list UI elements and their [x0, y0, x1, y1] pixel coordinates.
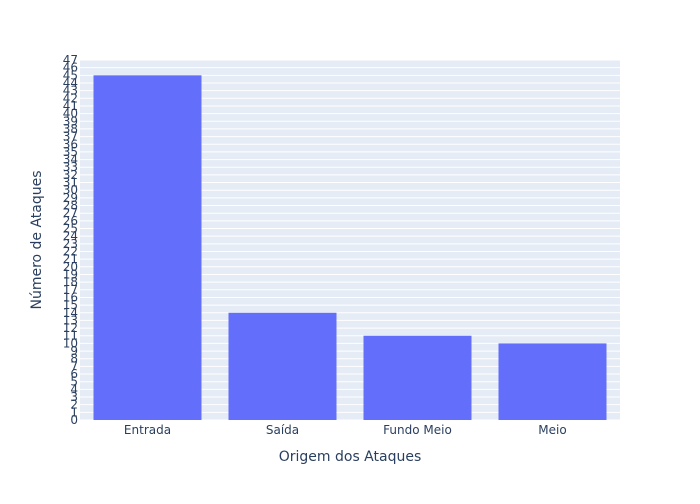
- y-tick-label: 18: [63, 275, 78, 289]
- y-tick-label: 38: [63, 122, 78, 136]
- y-tick-label: 30: [63, 183, 78, 197]
- y-tick-label: 13: [63, 313, 78, 327]
- y-tick-label: 5: [70, 375, 78, 389]
- y-tick-label: 21: [63, 252, 78, 266]
- y-tick-label: 8: [70, 352, 78, 366]
- y-tick-label: 22: [63, 244, 78, 258]
- y-tick-label: 45: [63, 68, 78, 82]
- y-tick-label: 11: [63, 329, 78, 343]
- y-tick-label: 10: [63, 336, 78, 350]
- y-tick-label: 23: [63, 237, 78, 251]
- y-tick-label: 46: [63, 61, 78, 75]
- y-tick-label: 3: [70, 390, 78, 404]
- y-tick-label: 15: [63, 298, 78, 312]
- y-tick-label: 7: [70, 359, 78, 373]
- y-tick-label: 14: [63, 306, 78, 320]
- y-tick-label: 47: [63, 53, 78, 67]
- y-tick-label: 32: [63, 168, 78, 182]
- x-axis-title: Origem dos Ataques: [279, 449, 422, 465]
- y-tick-label: 17: [63, 283, 78, 297]
- y-tick-label: 25: [63, 222, 78, 236]
- x-tick-label: Entrada: [124, 423, 171, 437]
- bar-fundo-meio[interactable]: [363, 335, 472, 420]
- y-axis-title: Número de Ataques: [29, 170, 45, 309]
- x-tick-label: Saída: [266, 423, 299, 437]
- y-tick-label: 27: [63, 206, 78, 220]
- bar-meio[interactable]: [498, 343, 607, 420]
- y-tick-label: 24: [63, 229, 78, 243]
- y-tick-label: 37: [63, 130, 78, 144]
- y-tick-label: 2: [70, 398, 78, 412]
- y-tick-label: 0: [70, 413, 78, 427]
- y-tick-label: 33: [63, 160, 78, 174]
- y-tick-label: 1: [70, 405, 78, 419]
- y-tick-label: 4: [70, 382, 78, 396]
- bar-saída[interactable]: [228, 312, 337, 420]
- y-tick-label: 34: [63, 153, 78, 167]
- y-tick-label: 20: [63, 260, 78, 274]
- y-tick-label: 9: [70, 344, 78, 358]
- x-tick-label: Meio: [538, 423, 566, 437]
- y-tick-label: 31: [63, 176, 78, 190]
- y-tick-label: 43: [63, 84, 78, 98]
- y-tick-label: 36: [63, 137, 78, 151]
- y-tick-label: 19: [63, 267, 78, 281]
- x-tick-label: Fundo Meio: [383, 423, 452, 437]
- bars: [93, 75, 607, 420]
- y-tick-label: 12: [63, 321, 78, 335]
- y-tick-label: 35: [63, 145, 78, 159]
- y-tick-label: 39: [63, 114, 78, 128]
- y-tick-label: 44: [63, 76, 78, 90]
- y-tick-label: 40: [63, 107, 78, 121]
- x-axis-ticks: Entrada Saída Fundo Meio Meio: [124, 423, 567, 437]
- y-tick-label: 26: [63, 214, 78, 228]
- y-tick-label: 41: [63, 99, 78, 113]
- bar-entrada[interactable]: [93, 75, 202, 420]
- y-tick-label: 6: [70, 367, 78, 381]
- y-tick-label: 42: [63, 91, 78, 105]
- y-axis-ticks: 0123456789101112131415161718192021222324…: [63, 53, 78, 427]
- y-tick-label: 28: [63, 199, 78, 213]
- y-tick-label: 16: [63, 290, 78, 304]
- y-tick-label: 29: [63, 191, 78, 205]
